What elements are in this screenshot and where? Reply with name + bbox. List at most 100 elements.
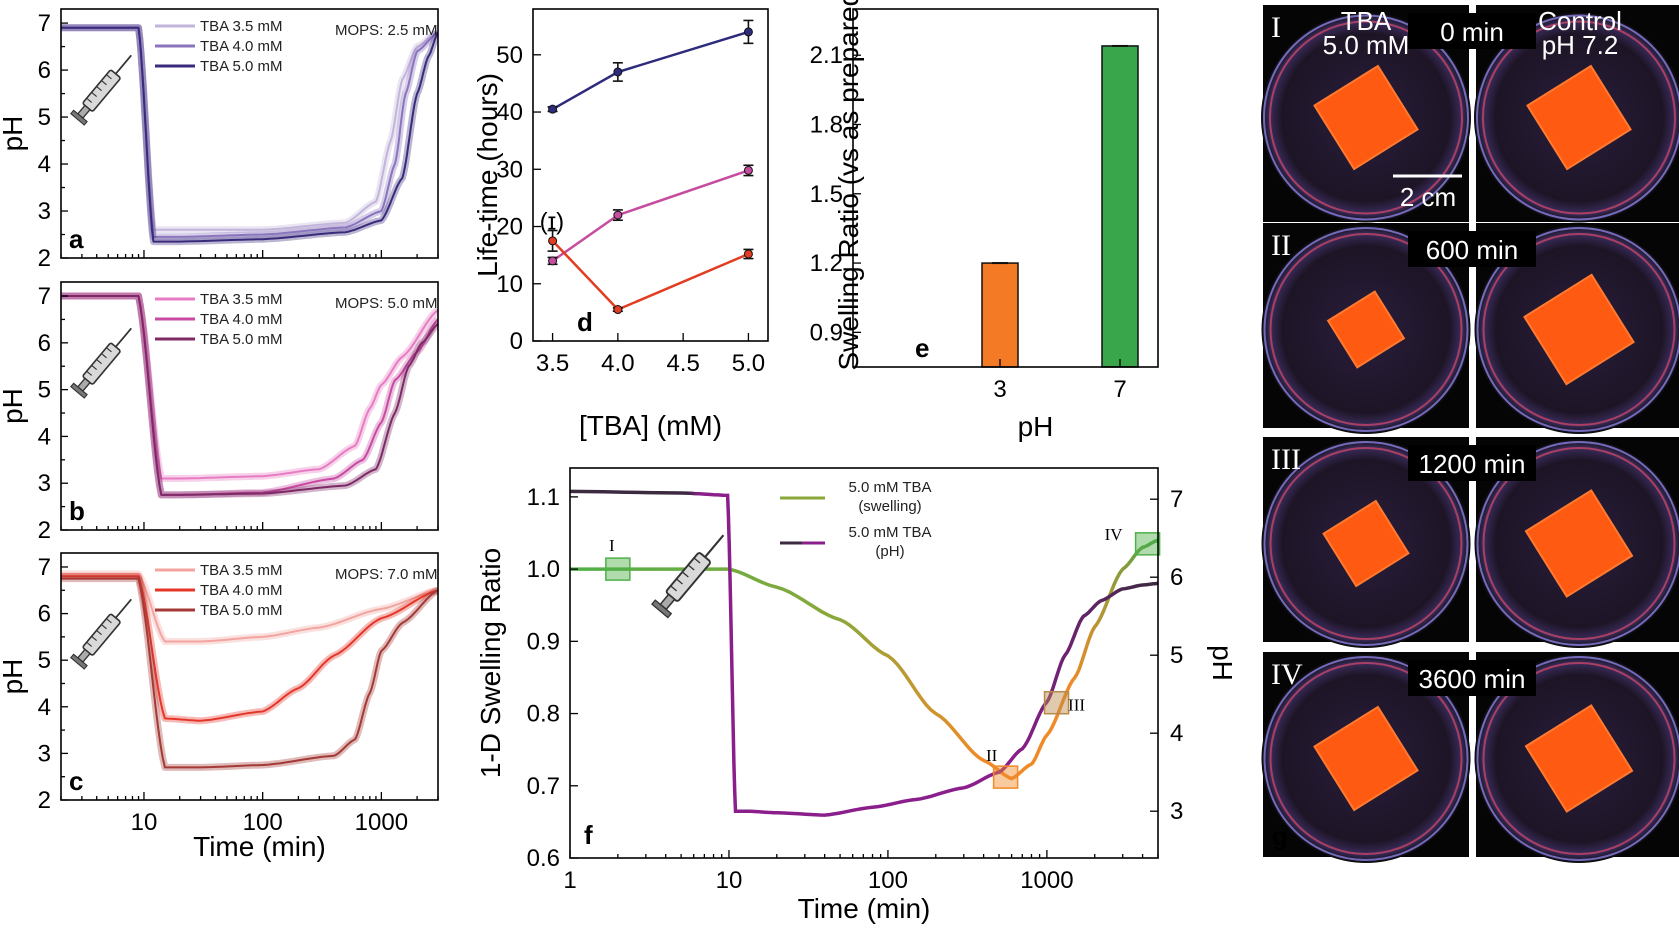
syringe-needle [704,534,725,558]
y-tick-label: 5 [38,647,51,674]
dish-rim-inner [1269,447,1463,640]
syringe-mark [106,74,112,80]
syringe-mark [693,557,701,564]
syringe-mark [681,571,689,578]
y-tick-label: 0.8 [527,701,560,728]
syringe-icon [70,598,132,670]
dish-rim [1476,441,1679,646]
mops-annotation: MOPS: 2.5 mM [335,22,438,39]
dish-rim [1476,656,1679,861]
syringe-mark [676,578,683,585]
axes-frame [852,8,1159,368]
syringe-thumb [651,599,673,619]
x-tick-label: 3.5 [536,350,569,377]
syringe-mark [101,624,107,630]
dish-rim [1263,14,1469,221]
series-line [61,573,438,643]
syringe-mark [91,364,97,371]
left-caption: 5.0 mM [1323,30,1410,60]
time-label-bg [1408,231,1536,267]
series-line [61,577,438,769]
x-tick-label: 1 [563,867,576,894]
y-right-tick-label: 7 [1170,486,1183,513]
syringe-mark [106,618,112,624]
panel-b: 2 3 4 5 6 7 pH TBA 3.5 mM TBA 4.0 mM TBA 5.0 mM MO… [0,281,439,544]
legend-entry: TBA 5.0 mM [200,331,283,348]
dish-rim-inner [1482,447,1676,640]
x-tick-label: 5.0 [732,350,765,377]
data-point [743,249,753,259]
legend-entry: TBA 5.0 mM [200,602,283,619]
bar [981,262,1019,368]
x-tick-label: 7 [1113,376,1126,403]
hydrogel-sample [1524,489,1634,598]
axes-frame [60,552,439,801]
y-axis-label: pH [0,116,28,152]
syringe-needle [115,327,132,348]
y-tick-label: 1.1 [527,484,560,511]
syringe-mark [86,641,93,647]
scale-bar-label: 2 cm [1400,182,1456,212]
hydrogel-sample [1524,704,1634,813]
dish-rim-inner [1269,20,1463,215]
syringe-icon [70,327,132,399]
x-tick-label: 4.0 [601,350,634,377]
data-point [743,165,753,175]
syringe-mark [91,91,97,98]
y-right-axis-label: pH [1207,645,1238,681]
y-tick-label: 40 [496,99,523,126]
y-right-tick-label: 5 [1170,642,1183,669]
data-point [613,305,623,315]
state-marker-label: IV [1105,525,1124,544]
y-tick-label: 1.0 [527,556,560,583]
x-tick-label: 100 [243,809,283,836]
y-tick-label: 7 [38,554,51,581]
syringe-mark [96,630,102,636]
panel-g: I 0 min II 600 min III 1200 min IV 3600 min TBA5… [1261,5,1679,863]
legend-entry: TBA 3.5 mM [200,291,283,308]
y-tick-label: 0.6 [527,845,560,872]
series-line [61,295,438,496]
y-tick-label: 6 [38,57,51,84]
mops-annotation: MOPS: 7.0 mM [335,566,438,583]
y-tick-label: 6 [38,330,51,357]
syringe-mark [96,86,102,92]
y-tick-label: 50 [496,42,523,69]
dish-rim-inner [1482,233,1676,426]
syringe-icon [70,54,132,126]
y-tick-label: 10 [496,271,523,298]
panel-letter: f [584,820,593,850]
panel-letter: b [69,496,85,526]
row-label: I [1271,11,1281,44]
series-line [61,575,438,722]
y-tick-label: 7 [38,283,51,310]
dish-rim-inner [1269,662,1463,855]
y-axis-label: Swelling Ratio (vs as prepared) [833,0,864,371]
panel-letter: c [69,766,83,796]
x-tick-label: 3 [993,376,1006,403]
syringe-icon [651,534,725,619]
state-marker [1134,532,1161,556]
hydrogel-sample [1526,64,1632,171]
series-line [551,239,749,311]
syringe-barrel [82,613,121,656]
data-point [743,27,753,37]
y-tick-label: 0.9 [810,319,843,346]
syringe-mark [106,347,112,353]
x-axis-label: [TBA] (mM) [579,410,722,441]
hydrogel-sample [1523,273,1635,386]
x-axis-label: Time (min) [193,831,326,862]
y-right-tick-label: 4 [1170,720,1183,747]
syringe-mark [91,635,97,642]
y-tick-label: 2 [38,245,51,272]
dish-rim [1263,441,1469,646]
panel-letter: a [69,224,84,254]
syringe-mark [96,359,102,365]
dish-rim [1476,14,1679,221]
legend-entry: 5.0 mM TBA [848,479,931,496]
panel-letter: g [1272,821,1288,851]
syringe-needle [115,54,132,75]
y-right-tick-label: 6 [1170,564,1183,591]
syringe-thumb [70,109,88,126]
